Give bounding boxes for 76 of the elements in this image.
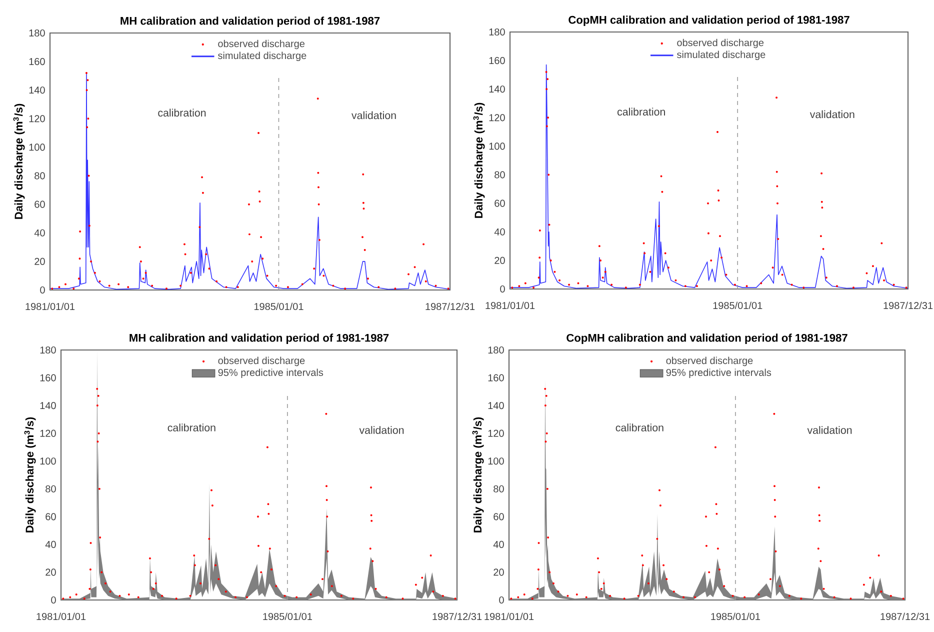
y-tick-label: 40 xyxy=(45,540,56,548)
y-tick-label: 160 xyxy=(40,374,56,382)
y-tick-label: 60 xyxy=(34,200,45,208)
y-axis-title: Daily discharge (m$^{3}$/s) xyxy=(472,417,484,532)
legend-label: simulated discharge xyxy=(218,52,306,62)
y-tick-label: 140 xyxy=(489,86,505,93)
y-tick-label: 100 xyxy=(40,458,56,465)
x-tick-label: 1981/01/01 xyxy=(36,612,86,620)
legend-label: 95% predictive intervals xyxy=(218,368,324,378)
annotation: calibration xyxy=(616,424,664,432)
y-tick-label: 180 xyxy=(29,29,45,37)
x-tick-label: 1985/01/01 xyxy=(263,612,312,620)
y-tick-label: 180 xyxy=(40,346,56,354)
annotation: validation xyxy=(810,110,854,118)
y-axis-title: Daily discharge (m$^{3}$/s) xyxy=(473,102,485,218)
annotation: calibration xyxy=(618,108,665,116)
y-tick-label: 100 xyxy=(488,458,504,465)
y-tick-label: 140 xyxy=(29,86,45,94)
chart-title: CopMH calibration and validation period of 1981-1987 xyxy=(568,16,850,26)
x-tick-label: 1981/01/01 xyxy=(486,302,535,310)
legend-label: observed discharge xyxy=(218,40,305,50)
x-tick-label: 1985/01/01 xyxy=(254,302,304,310)
y-tick-label: 60 xyxy=(46,513,56,520)
y-tick-label: 160 xyxy=(489,57,505,64)
y-tick-label: 160 xyxy=(29,58,45,66)
legend-label: simulated discharge xyxy=(676,50,766,60)
y-tick-label: 60 xyxy=(494,200,505,207)
y-tick-label: 20 xyxy=(494,256,505,264)
x-tick-label: 1981/01/01 xyxy=(26,302,75,310)
annotation: calibration xyxy=(158,108,206,117)
y-tick-label: 80 xyxy=(46,485,56,492)
y-tick-label: 20 xyxy=(46,568,56,576)
y-tick-label: 20 xyxy=(494,568,504,576)
x-tick-label: 1981/01/01 xyxy=(484,612,534,620)
y-tick-label: 140 xyxy=(40,402,56,410)
annotation: validation xyxy=(807,426,852,434)
legend-label: observed discharge xyxy=(218,356,305,366)
legend-label: 95% predictive intervals xyxy=(666,368,772,378)
y-tick-label: 100 xyxy=(29,144,45,151)
legend-label: observed discharge xyxy=(677,38,764,48)
y-tick-label: 40 xyxy=(493,540,504,548)
y-tick-label: 180 xyxy=(489,28,505,36)
x-tick-label: 1987/12/31 xyxy=(432,612,482,620)
y-tick-label: 40 xyxy=(34,229,45,236)
chart-title: CopMH calibration and validation period of 1981-1987 xyxy=(566,334,848,344)
y-tick-label: 160 xyxy=(488,374,504,382)
x-tick-label: 1985/01/01 xyxy=(713,302,762,310)
y-tick-label: 20 xyxy=(34,258,45,265)
y-tick-label: 120 xyxy=(489,114,505,122)
x-tick-label: 1987/12/31 xyxy=(880,612,930,620)
chart-title: MH calibration and validation period of 1981-1987 xyxy=(130,334,389,344)
x-tick-label: 1985/01/01 xyxy=(711,612,760,620)
y-axis-title: Daily discharge (m$^{3}$/s) xyxy=(24,417,36,532)
chart-title: MH calibration and validation period of 1981-1987 xyxy=(120,16,380,27)
y-tick-label: 0 xyxy=(500,285,505,293)
y-tick-label: 100 xyxy=(489,142,505,150)
y-tick-label: 80 xyxy=(494,485,504,492)
y-tick-label: 180 xyxy=(488,346,504,354)
y-tick-label: 0 xyxy=(51,596,56,604)
y-tick-label: 120 xyxy=(488,430,504,437)
y-tick-label: 80 xyxy=(494,171,505,178)
y-tick-label: 140 xyxy=(488,402,504,410)
y-tick-label: 0 xyxy=(499,596,504,604)
y-tick-label: 120 xyxy=(40,430,56,437)
y-tick-label: 120 xyxy=(29,115,45,122)
y-tick-label: 40 xyxy=(494,228,505,236)
x-tick-label: 1987/12/31 xyxy=(884,302,933,310)
annotation: calibration xyxy=(168,424,216,432)
legend-label: observed discharge xyxy=(666,356,753,366)
y-tick-label: 60 xyxy=(494,513,504,520)
y-axis-title: Daily discharge (m$^{3}$/s) xyxy=(13,104,25,219)
x-tick-label: 1987/12/31 xyxy=(426,302,475,310)
y-tick-label: 0 xyxy=(40,286,45,294)
annotation: validation xyxy=(359,426,404,434)
annotation: validation xyxy=(352,111,396,120)
y-tick-label: 80 xyxy=(34,172,45,180)
